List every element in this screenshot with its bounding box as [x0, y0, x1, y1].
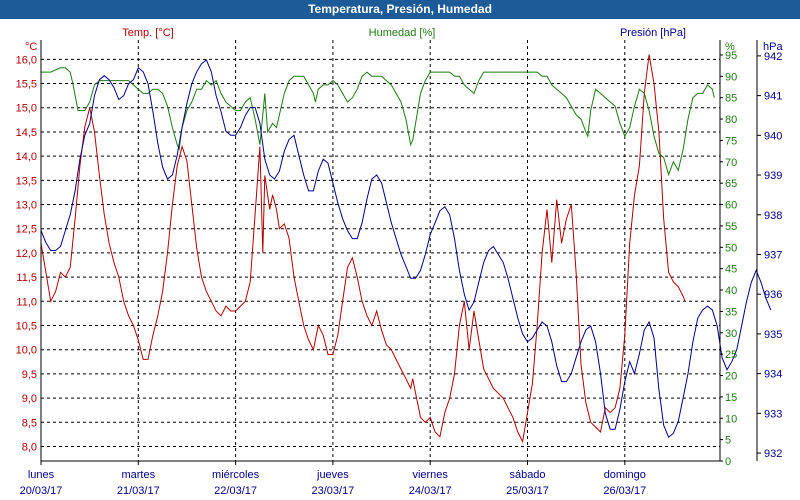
x-label-date: 23/03/17	[311, 485, 354, 497]
series-line-pres	[40, 59, 772, 439]
x-label-day: miércoles	[212, 469, 260, 481]
tick-label-temp: 13,0	[16, 200, 37, 212]
tick-label-hum: 35	[725, 306, 737, 318]
x-label-date: 20/03/17	[20, 485, 63, 497]
x-label-day: martes	[121, 469, 155, 481]
tick-label-hum: 70	[725, 157, 737, 169]
axes-layer	[40, 40, 761, 465]
series-line-temp	[40, 54, 686, 444]
tick-label-hum: 25	[725, 349, 737, 361]
tick-label-temp: 12,5	[16, 224, 37, 236]
tick-label-temp: 10,5	[16, 321, 37, 333]
tick-label-temp: 8,5	[22, 417, 37, 429]
labels-layer: 8,0 8,5 9,0 9,5 10,0 10,5 11,0 11,5 12,0 12,5 13,0…	[16, 27, 784, 497]
tick-label-pres: 937	[764, 249, 782, 261]
tick-label-hum: 85	[725, 93, 737, 105]
tick-label-pres: 932	[764, 448, 782, 460]
tick-label-temp: 15,5	[16, 79, 37, 91]
tick-label-hum: 95	[725, 50, 737, 62]
tick-label-temp: 10,0	[16, 345, 37, 357]
tick-label-hum: 5	[725, 435, 731, 447]
tick-label-temp: 11,0	[16, 296, 37, 308]
tick-label-pres: 934	[764, 369, 782, 381]
tick-label-hum: 65	[725, 178, 737, 190]
tick-label-hum: 10	[725, 413, 737, 425]
tick-label-pres: 936	[764, 289, 782, 301]
tick-label-hum: 30	[725, 328, 737, 340]
tick-label-hum: 75	[725, 135, 737, 147]
tick-label-hum: 20	[725, 371, 737, 383]
x-label-day: viernes	[412, 469, 448, 481]
tick-label-pres: 935	[764, 329, 782, 341]
tick-label-pres: 941	[764, 91, 782, 103]
series-layer	[40, 54, 772, 444]
tick-label-pres: 942	[764, 51, 782, 63]
x-label-date: 25/03/17	[506, 485, 549, 497]
x-label-date: 22/03/17	[214, 485, 257, 497]
tick-label-temp: 15,0	[16, 103, 37, 115]
legend-pres: Presión [hPa]	[620, 27, 686, 39]
x-label-day: lunes	[28, 469, 55, 481]
series-line-hum	[41, 67, 715, 177]
tick-label-hum: 50	[725, 242, 737, 254]
tick-label-temp: 9,5	[22, 369, 37, 381]
unit-label-temp: °C	[25, 41, 37, 53]
tick-label-temp: 9,0	[22, 393, 37, 405]
grid	[40, 40, 720, 461]
window-title: Temperatura, Presión, Humedad	[0, 0, 800, 19]
unit-label-hum: %	[725, 41, 735, 53]
tick-label-pres: 940	[764, 130, 782, 142]
tick-label-hum: 55	[725, 221, 737, 233]
tick-label-hum: 90	[725, 71, 737, 83]
tick-label-hum: 0	[725, 456, 731, 468]
x-label-day: domingo	[604, 469, 646, 481]
tick-label-temp: 14,0	[16, 151, 37, 163]
tick-label-hum: 60	[725, 200, 737, 212]
unit-label-pres: hPa	[763, 41, 783, 53]
tick-label-temp: 12,0	[16, 248, 37, 260]
x-label-date: 21/03/17	[117, 485, 160, 497]
tick-label-hum: 15	[725, 392, 737, 404]
legend-hum: Humedad [%]	[369, 27, 436, 39]
tick-label-temp: 11,5	[16, 272, 37, 284]
x-label-day: jueves	[316, 469, 349, 481]
tick-label-hum: 45	[725, 264, 737, 276]
tick-label-temp: 8,0	[22, 441, 37, 453]
tick-label-hum: 80	[725, 114, 737, 126]
tick-label-temp: 13,5	[16, 175, 37, 187]
x-label-date: 24/03/17	[409, 485, 452, 497]
tick-label-temp: 14,5	[16, 127, 37, 139]
tick-label-pres: 938	[764, 210, 782, 222]
tick-label-pres: 933	[764, 408, 782, 420]
legend-temp: Temp. [°C]	[122, 27, 173, 39]
tick-label-temp: 16,0	[16, 54, 37, 66]
tick-label-hum: 40	[725, 285, 737, 297]
tick-label-pres: 939	[764, 170, 782, 182]
x-label-date: 26/03/17	[603, 485, 646, 497]
x-label-day: sábado	[509, 469, 545, 481]
